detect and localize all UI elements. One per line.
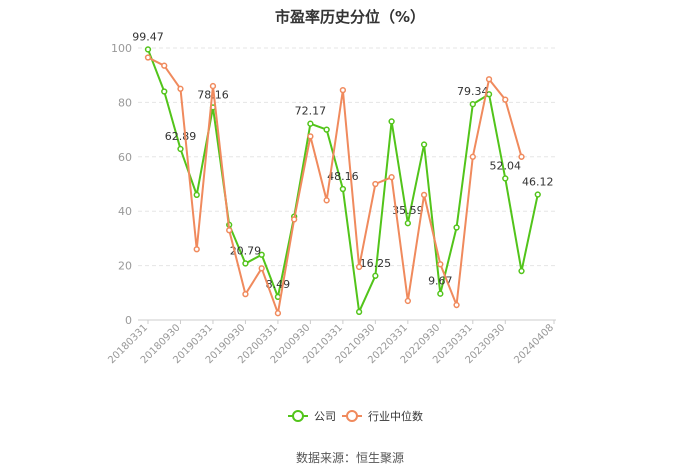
data-label: 48.16 [327,170,359,183]
y-tick-label: 0 [125,314,132,327]
data-point [307,120,314,127]
data-label: 20.79 [230,244,262,257]
data-point [404,220,411,227]
data-point [355,263,363,271]
data-point [226,227,233,234]
data-point [323,126,330,133]
data-point [502,175,509,182]
data-point [339,185,347,193]
data-point [258,251,265,258]
legend-label: 公司 [314,410,336,423]
data-point [177,145,184,153]
data-point [469,101,476,108]
y-tick-label: 100 [111,42,132,55]
data-point [307,133,314,140]
data-point [323,197,330,204]
data-point [258,265,265,272]
legend-label: 行业中位数 [368,409,423,423]
data-point [177,85,184,92]
series-line-1 [147,56,523,315]
legend-marker [346,410,358,422]
data-point [355,308,363,315]
data-source: 数据来源：恒生聚源 [295,451,404,465]
data-point [437,261,444,268]
y-tick-label: 80 [118,96,132,109]
data-point [518,267,525,275]
data-point [388,118,395,125]
data-point [469,153,476,160]
y-tick-label: 40 [118,205,132,218]
data-point [339,87,347,94]
data-point [242,260,249,267]
data-point [485,76,493,83]
data-label: 79.34 [457,85,489,98]
data-point [437,290,444,297]
data-point [193,246,200,253]
data-label: 62.89 [165,130,197,143]
data-label: 46.12 [522,176,554,189]
data-point [209,82,217,90]
data-point [144,46,152,53]
data-point [291,216,298,223]
data-label: 99.47 [132,30,164,43]
data-point [144,54,152,61]
y-tick-label: 20 [118,260,132,273]
data-point [193,191,200,199]
data-point [372,272,379,279]
data-point [534,191,541,198]
data-point [502,96,509,103]
data-point [161,62,168,69]
data-label: 35.59 [392,204,424,217]
data-point [420,191,428,199]
data-point [388,174,395,181]
data-label: 52.04 [490,159,522,172]
data-point [518,153,525,160]
data-point [274,310,282,317]
data-point [372,180,379,188]
legend-marker [292,410,304,422]
data-point [420,141,428,148]
data-point [242,291,249,298]
y-tick-label: 60 [118,151,132,164]
data-label: 16.25 [360,257,392,270]
data-point [161,88,168,95]
data-point [453,224,460,231]
data-label: 72.17 [295,105,327,118]
chart-title: 市盈率历史分位（%） [274,8,426,26]
legend-item-0: 公司 [288,410,336,423]
data-point [453,301,460,309]
legend-item-1: 行业中位数 [342,409,423,423]
data-point [404,297,411,305]
x-tick-label: 20240408 [512,322,556,366]
